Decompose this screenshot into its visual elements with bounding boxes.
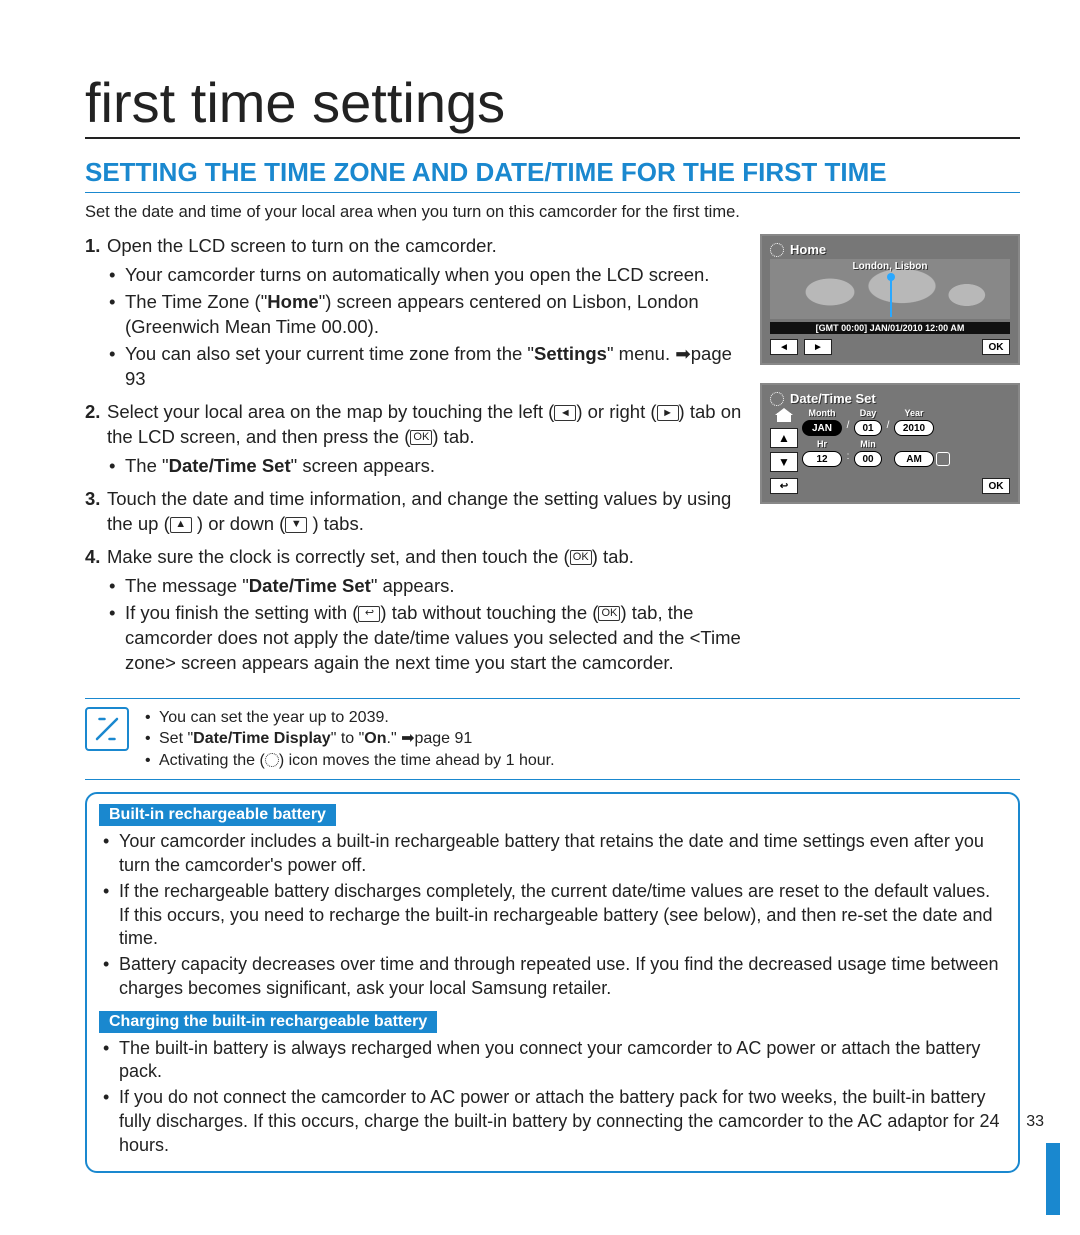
right-icon: ► [657,405,679,421]
gear-icon [770,392,784,406]
ok-icon: OK [410,430,432,445]
section-title: SETTING THE TIME ZONE AND DATE/TIME FOR … [85,157,1020,193]
callout2-item-1: The built-in battery is always recharged… [101,1037,1004,1085]
tip-3: Activating the () icon moves the time ah… [143,750,555,772]
lcd2-label-day: Day [854,408,882,418]
lcd-datetime-screen: Date/Time Set ▲ ▼ Month Day Year [760,383,1020,504]
note-icon [85,707,129,751]
gear-icon [770,243,784,257]
home-icon [775,408,793,422]
tip-1: You can set the year up to 2039. [143,707,555,729]
lcd2-hr[interactable]: 12 [802,451,842,467]
page-title: first time settings [85,70,1020,139]
step-2-num: 2. [85,400,100,425]
lcd2-label-month: Month [802,408,842,418]
lcd2-ok-button[interactable]: OK [982,478,1010,494]
intro-text: Set the date and time of your local area… [85,203,1020,222]
step-2-sub-1: The "Date/Time Set" screen appears. [107,454,746,479]
left-icon: ◄ [554,405,576,421]
lcd1-ok-button[interactable]: OK [982,339,1010,355]
ok-icon: OK [598,606,620,621]
page-number: 33 [1026,1113,1044,1131]
callout1-tag: Built-in rechargeable battery [99,804,336,826]
gear-icon [265,753,279,767]
tip-2: Set "Date/Time Display" to "On." ➡page 9… [143,728,555,750]
lcd2-day[interactable]: 01 [854,420,882,436]
lcd2-year[interactable]: 2010 [894,420,934,436]
step-3-text: Touch the date and time information, and… [107,488,731,534]
down-icon: ▼ [285,517,307,533]
up-icon: ▲ [170,517,192,533]
back-icon: ↩ [358,606,380,622]
callout2-tag: Charging the built-in rechargeable batte… [99,1011,437,1033]
callout-battery: Built-in rechargeable battery Your camco… [85,792,1020,1173]
lcd2-up-button[interactable]: ▲ [770,428,798,448]
steps-list: 1. Open the LCD screen to turn on the ca… [85,234,746,676]
step-4-sub-1: The message "Date/Time Set" appears. [107,574,746,599]
step-4-text: Make sure the clock is correctly set, an… [107,546,634,567]
lcd1-left-button[interactable]: ◄ [770,339,798,355]
callout1-item-3: Battery capacity decreases over time and… [101,953,1004,1001]
dst-icon[interactable] [936,452,950,466]
lcd2-min[interactable]: 00 [854,451,882,467]
step-4-num: 4. [85,545,100,570]
step-2-text: Select your local area on the map by tou… [107,401,741,447]
tip-box: You can set the year up to 2039. Set "Da… [85,698,1020,781]
lcd1-right-button[interactable]: ► [804,339,832,355]
lcd2-label-hr: Hr [802,439,842,449]
step-2: 2. Select your local area on the map by … [85,400,746,479]
step-3-num: 3. [85,487,100,512]
lcd2-month[interactable]: JAN [802,420,842,436]
callout1-item-1: Your camcorder includes a built-in recha… [101,830,1004,878]
lcd2-back-button[interactable]: ↩ [770,478,798,494]
lcd2-label-min: Min [854,439,882,449]
step-1-sub-1: Your camcorder turns on automatically wh… [107,263,746,288]
step-1-sub-3: You can also set your current time zone … [107,342,746,392]
step-4: 4. Make sure the clock is correctly set,… [85,545,746,676]
lcd1-title: Home [790,242,826,257]
step-1-num: 1. [85,234,100,259]
lcd2-ampm[interactable]: AM [894,451,934,467]
lcd1-gmt: [GMT 00:00] JAN/01/2010 12:00 AM [770,322,1010,334]
lcd1-city: London, Lisbon [770,261,1010,272]
step-1-sub-2: The Time Zone ("Home") screen appears ce… [107,290,746,340]
lcd2-title: Date/Time Set [790,391,876,406]
callout1-item-2: If the rechargeable battery discharges c… [101,880,1004,951]
map-pin-icon [890,277,892,317]
lcd2-label-year: Year [894,408,934,418]
step-1: 1. Open the LCD screen to turn on the ca… [85,234,746,392]
step-4-sub-2: If you finish the setting with (↩) tab w… [107,601,746,676]
side-tab [1046,1143,1060,1215]
step-1-text: Open the LCD screen to turn on the camco… [107,235,497,256]
step-3: 3. Touch the date and time information, … [85,487,746,537]
lcd-home-screen: Home London, Lisbon [GMT 00:00] JAN/01/2… [760,234,1020,365]
callout2-item-2: If you do not connect the camcorder to A… [101,1086,1004,1157]
lcd2-down-button[interactable]: ▼ [770,452,798,472]
ok-icon: OK [570,550,592,565]
